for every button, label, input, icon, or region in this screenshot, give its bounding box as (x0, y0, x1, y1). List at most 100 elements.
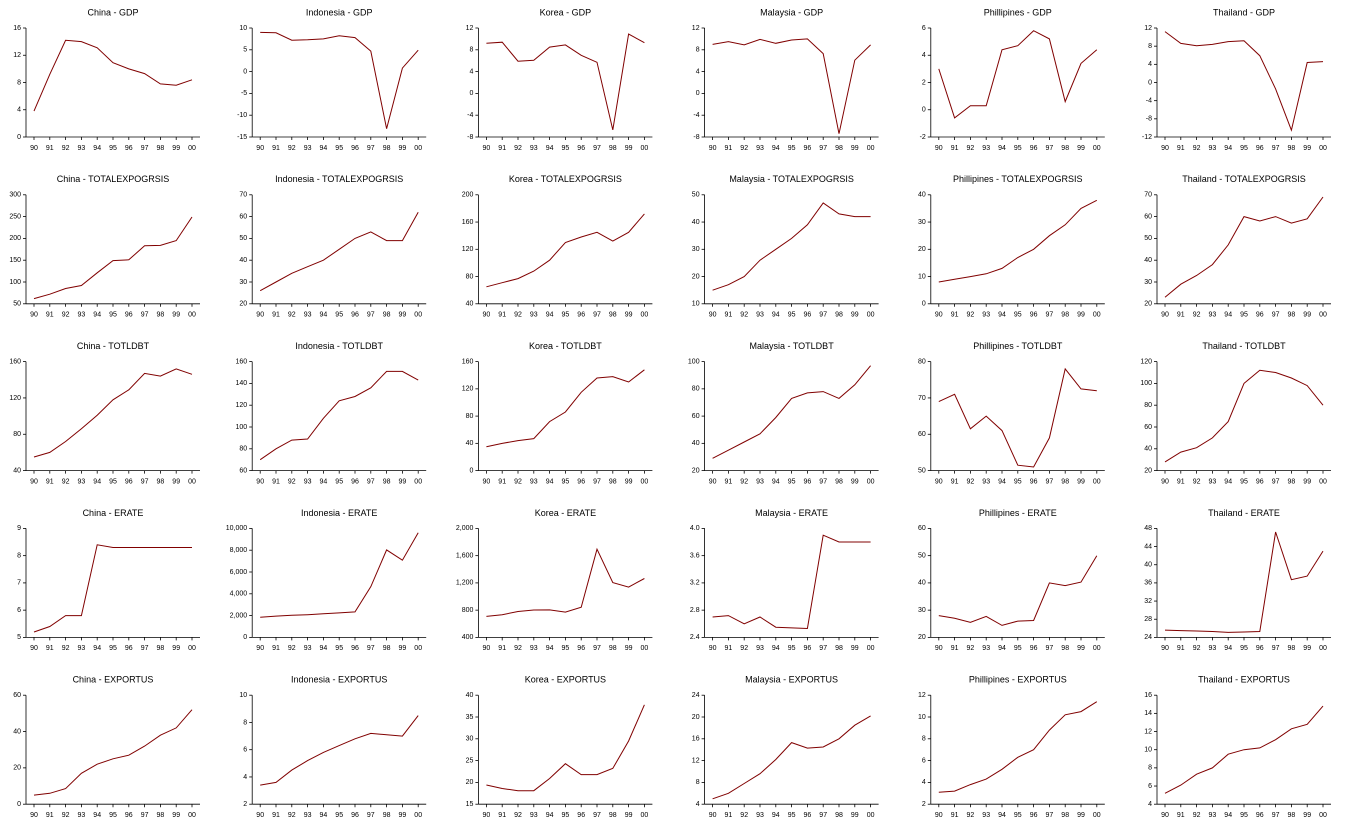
x-tick-label: 00 (1319, 145, 1327, 152)
x-tick-label: 95 (335, 812, 343, 819)
x-tick-label: 93 (756, 145, 764, 152)
x-tick-label: 96 (1030, 145, 1038, 152)
y-tick-label: 4 (696, 68, 700, 75)
x-tick-label: 92 (740, 312, 748, 319)
y-tick-label: 40 (692, 219, 700, 226)
chart-title: Indonesia - ERATE (301, 508, 377, 518)
y-tick-label: 20 (692, 467, 700, 474)
x-tick-label: 00 (867, 478, 875, 485)
x-tick-label: 97 (1272, 478, 1280, 485)
x-tick-label: 00 (641, 312, 649, 319)
x-tick-label: 00 (641, 478, 649, 485)
x-tick-label: 99 (851, 312, 859, 319)
y-tick-label: 12 (918, 692, 926, 699)
chart-title: China - ERATE (83, 508, 144, 518)
x-tick-label: 94 (320, 478, 328, 485)
x-tick-label: 91 (1177, 645, 1185, 652)
y-tick-label: 1,200 (456, 580, 474, 587)
line (938, 30, 1098, 119)
x-tick-label: 96 (804, 812, 812, 819)
x-tick-label: 93 (78, 312, 86, 319)
x-tick-label: 00 (1093, 145, 1101, 152)
x-tick-label: 99 (399, 312, 407, 319)
x-tick-label: 92 (514, 312, 522, 319)
x-tick-label: 96 (1030, 312, 1038, 319)
line (1164, 31, 1324, 132)
x-tick-label: 93 (530, 645, 538, 652)
x-tick-label: 98 (1288, 645, 1296, 652)
x-tick-label: 94 (93, 645, 101, 652)
y-tick-label: -12 (1142, 134, 1152, 141)
x-tick-label: 91 (498, 145, 506, 152)
x-tick-label: 98 (157, 145, 165, 152)
chart-title: Thailand - EXPORTUS (1198, 675, 1290, 685)
x-tick-label: 94 (546, 478, 554, 485)
x-tick-label: 97 (141, 145, 149, 152)
x-tick-label: 93 (78, 812, 86, 819)
x-tick-label: 98 (609, 312, 617, 319)
x-tick-label: 90 (256, 145, 264, 152)
chart-title: Thailand - GDP (1213, 7, 1275, 17)
y-tick-label: 0 (17, 134, 21, 141)
x-tick-label: 99 (851, 478, 859, 485)
y-tick-label: 4 (243, 774, 247, 781)
line (259, 370, 419, 461)
y-tick-label: 8 (243, 719, 247, 726)
y-tick-label: 24 (692, 692, 700, 699)
x-tick-label: 95 (1240, 478, 1248, 485)
y-tick-label: 60 (1144, 424, 1152, 431)
x-tick-label: 92 (288, 145, 296, 152)
y-tick-label: 10 (692, 301, 700, 308)
line (486, 213, 645, 288)
x-tick-label: 90 (1161, 812, 1169, 819)
y-tick-label: 70 (918, 395, 926, 402)
chart-title: Phillipines - TOTLDBT (973, 341, 1063, 351)
chart-title: Indonesia - TOTALEXPOGRSIS (275, 174, 403, 184)
y-tick-label: 60 (13, 692, 21, 699)
line (486, 704, 645, 792)
x-tick-label: 95 (1014, 312, 1022, 319)
y-tick-label: 14 (1144, 710, 1152, 717)
x-tick-label: 92 (62, 645, 70, 652)
x-tick-label: 91 (272, 312, 280, 319)
x-tick-label: 93 (530, 312, 538, 319)
x-tick-label: 96 (1256, 812, 1264, 819)
x-tick-label: 95 (788, 812, 796, 819)
chart-title: Phillipines - EXPORTUS (969, 675, 1067, 685)
x-tick-label: 95 (109, 145, 117, 152)
x-tick-label: 00 (188, 645, 196, 652)
x-tick-label: 94 (998, 145, 1006, 152)
x-tick-label: 99 (172, 645, 180, 652)
x-tick-label: 91 (951, 145, 959, 152)
x-tick-label: 92 (62, 312, 70, 319)
chart-title: Phillipines - GDP (984, 7, 1052, 17)
y-tick-label: 100 (236, 424, 248, 431)
x-tick-label: 93 (982, 145, 990, 152)
y-tick-label: 40 (13, 467, 21, 474)
x-tick-label: 98 (1061, 312, 1069, 319)
chart-title: Malaysia - GDP (760, 7, 823, 17)
x-tick-label: 98 (383, 312, 391, 319)
y-tick-label: 20 (918, 634, 926, 641)
line (259, 211, 419, 292)
x-tick-label: 96 (577, 645, 585, 652)
chart-title: Indonesia - EXPORTUS (291, 675, 387, 685)
y-tick-label: 6,000 (230, 569, 248, 576)
x-tick-label: 96 (351, 312, 359, 319)
x-tick-label: 95 (562, 645, 570, 652)
y-tick-label: 0 (469, 90, 473, 97)
x-tick-label: 98 (383, 145, 391, 152)
y-tick-label: 30 (466, 736, 474, 743)
x-tick-label: 96 (804, 645, 812, 652)
x-tick-label: 94 (772, 312, 780, 319)
x-tick-label: 99 (1077, 478, 1085, 485)
y-tick-label: 100 (1140, 380, 1152, 387)
y-tick-label: 70 (1144, 192, 1152, 199)
y-tick-label: 8 (696, 47, 700, 54)
y-tick-label: 30 (918, 607, 926, 614)
chart-title: Malaysia - TOTALEXPOGRSIS (729, 174, 854, 184)
x-tick-label: 00 (188, 145, 196, 152)
x-tick-label: 00 (641, 645, 649, 652)
line (712, 534, 871, 630)
x-tick-label: 94 (320, 312, 328, 319)
